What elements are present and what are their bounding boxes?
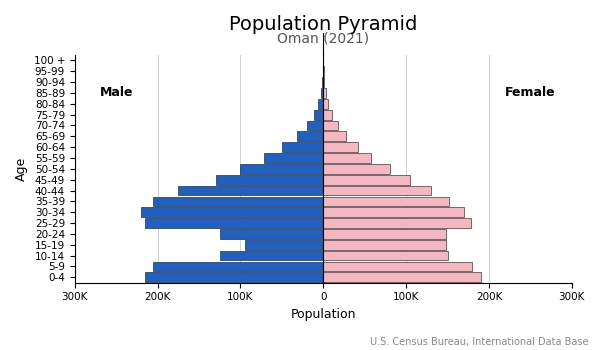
Bar: [245, 240, 323, 250]
Bar: [314, 110, 323, 119]
Bar: [323, 132, 346, 141]
Bar: [323, 110, 332, 119]
Bar: [323, 229, 446, 239]
Bar: [215, 175, 323, 184]
Bar: [323, 77, 324, 87]
Bar: [323, 186, 431, 195]
Bar: [323, 121, 338, 130]
Bar: [323, 175, 410, 184]
Bar: [263, 153, 323, 163]
Bar: [323, 196, 449, 206]
Bar: [323, 88, 326, 98]
Bar: [307, 121, 323, 130]
Text: Female: Female: [505, 86, 556, 99]
Bar: [323, 142, 358, 152]
Bar: [323, 207, 464, 217]
Bar: [323, 240, 446, 250]
Bar: [282, 142, 323, 152]
Bar: [322, 77, 323, 87]
Bar: [323, 153, 371, 163]
X-axis label: Population: Population: [290, 308, 356, 321]
Y-axis label: Age: Age: [15, 157, 28, 181]
Bar: [178, 186, 323, 195]
Text: Oman (2021): Oman (2021): [277, 32, 370, 46]
Title: Population Pyramid: Population Pyramid: [229, 15, 418, 34]
Bar: [323, 261, 472, 271]
Bar: [319, 99, 323, 109]
Bar: [323, 251, 448, 260]
Bar: [323, 99, 328, 109]
Bar: [323, 272, 481, 282]
Text: U.S. Census Bureau, International Data Base: U.S. Census Bureau, International Data B…: [370, 336, 588, 346]
Bar: [145, 272, 323, 282]
Bar: [141, 207, 323, 217]
Bar: [145, 218, 323, 228]
Bar: [241, 164, 323, 174]
Text: Male: Male: [100, 86, 133, 99]
Bar: [323, 164, 389, 174]
Bar: [323, 218, 471, 228]
Bar: [297, 132, 323, 141]
Bar: [220, 229, 323, 239]
Bar: [321, 88, 323, 98]
Bar: [154, 261, 323, 271]
Bar: [220, 251, 323, 260]
Bar: [154, 196, 323, 206]
